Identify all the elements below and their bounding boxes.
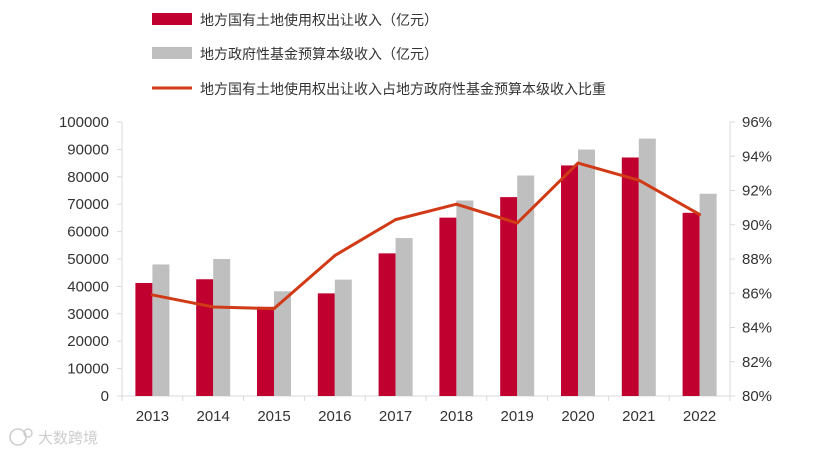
bar-land-revenue (317, 293, 335, 396)
ratio-point (454, 202, 458, 206)
ratio-point (637, 178, 641, 182)
x-tick-label: 2014 (197, 408, 230, 425)
ratio-point (698, 212, 702, 216)
legend-label-land-revenue: 地方国有土地使用权出让收入（亿元） (200, 12, 438, 29)
x-tick-label: 2015 (257, 408, 290, 425)
bar-land-revenue (561, 165, 578, 396)
bar-fund-revenue (456, 200, 474, 396)
bars (135, 138, 717, 396)
logo-icon (9, 428, 33, 446)
bar-land-revenue (257, 306, 274, 396)
y-right-tick-label: 96% (742, 114, 772, 131)
bar-land-revenue (682, 212, 700, 396)
ratio-point (333, 254, 337, 258)
axes: 0 10000 20000 30000 40000 50000 60000 70000 8000… (59, 114, 772, 425)
x-tick-label: 2019 (501, 408, 534, 425)
x-tick-label: 2013 (136, 408, 169, 425)
x-tick-label: 2022 (683, 408, 716, 425)
y-right-tick-label: 80% (742, 388, 772, 405)
y-left-tick-label: 50000 (67, 251, 109, 268)
bar-fund-revenue (638, 138, 656, 396)
bar-fund-revenue (578, 149, 595, 396)
ratio-point (576, 161, 580, 165)
watermark-text: 大数跨境 (38, 429, 98, 447)
bar-fund-revenue (213, 258, 231, 396)
bar-land-revenue (196, 279, 214, 396)
bar-fund-revenue (395, 238, 413, 396)
ratio-point (150, 293, 154, 297)
bar-fund-revenue (517, 175, 535, 396)
ratio-point (515, 221, 519, 225)
bar-fund-revenue (274, 291, 291, 396)
y-right-tick-label: 92% (742, 183, 772, 200)
watermark: 大数跨境 (9, 428, 98, 447)
bar-land-revenue (621, 157, 639, 396)
x-tick-label: 2016 (318, 408, 351, 425)
ratio-line (150, 161, 702, 311)
ratio-point (272, 307, 276, 311)
y-right-tick-label: 94% (742, 148, 772, 165)
y-left-tick-label: 30000 (67, 306, 109, 323)
legend: 地方国有土地使用权出让收入（亿元） 地方政府性基金预算本级收入（亿元） 地方国有… (152, 12, 606, 98)
y-left-tick-label: 80000 (67, 169, 109, 186)
y-left-tick-label: 60000 (67, 224, 109, 241)
y-left-tick-label: 0 (101, 388, 109, 405)
y-left-tick-label: 70000 (67, 196, 109, 213)
y-left-tick-label: 20000 (67, 333, 109, 350)
bar-land-revenue (135, 282, 153, 396)
y-left-tick-label: 40000 (67, 278, 109, 295)
y-left-tick-label: 90000 (67, 141, 109, 158)
y-left-tick-label: 100000 (59, 114, 109, 131)
legend-label-fund-revenue: 地方政府性基金预算本级收入（亿元） (200, 46, 438, 63)
ratio-series-line (152, 161, 701, 311)
x-tick-label: 2020 (561, 408, 594, 425)
y-right-tick-label: 88% (742, 251, 772, 268)
legend-swatch-land-revenue (152, 13, 192, 25)
x-tick-label: 2017 (379, 408, 412, 425)
bar-land-revenue (439, 217, 457, 396)
x-tick-label: 2021 (622, 408, 655, 425)
bar-fund-revenue (152, 264, 170, 396)
y-right-tick-label: 86% (742, 285, 772, 302)
y-left-tick-label: 10000 (67, 361, 109, 378)
x-tick-label: 2018 (440, 408, 473, 425)
bar-land-revenue (500, 197, 518, 396)
y-right-tick-label: 82% (742, 354, 772, 371)
y-right-tick-label: 90% (742, 217, 772, 234)
bar-fund-revenue (699, 193, 717, 396)
y-right-tick-label: 84% (742, 320, 772, 337)
ratio-point (394, 218, 398, 222)
legend-swatch-fund-revenue (152, 47, 192, 59)
legend-label-ratio: 地方国有土地使用权出让收入占地方政府性基金预算本级收入比重 (200, 81, 606, 98)
bar-land-revenue (378, 253, 396, 396)
bar-fund-revenue (334, 279, 352, 396)
ratio-point (211, 305, 215, 309)
